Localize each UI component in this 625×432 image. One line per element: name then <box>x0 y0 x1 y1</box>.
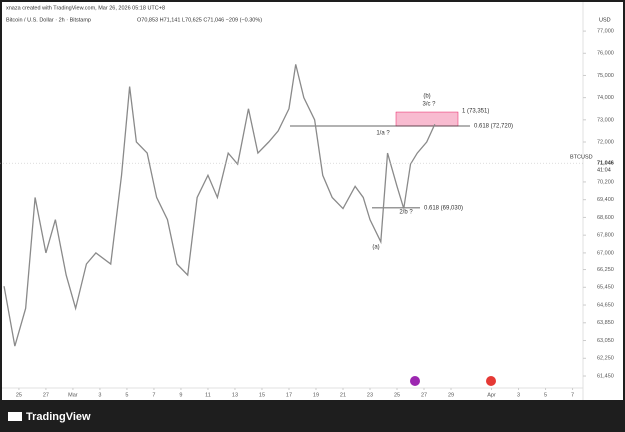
x-tick-label: 5 <box>544 392 547 398</box>
x-tick-label: Apr <box>487 392 496 398</box>
wave-label: 2/b ? <box>399 210 413 216</box>
wave-label: 1/a ? <box>376 131 390 137</box>
x-tick-label: 25 <box>394 392 400 398</box>
x-tick-label: 3 <box>517 392 520 398</box>
y-tick-label: 67,800 <box>597 233 614 239</box>
y-tick-label: 74,000 <box>597 95 614 101</box>
y-tick-label: 63,850 <box>597 320 614 326</box>
y-tick-label: 75,000 <box>597 73 614 79</box>
x-tick-label: 21 <box>340 392 346 398</box>
credit: xnaza created with TradingView.com, Mar … <box>6 5 165 11</box>
x-tick-label: 11 <box>205 392 211 398</box>
level-label: 0.618 (72,720) <box>474 124 513 130</box>
wave-label: (a) <box>372 245 379 251</box>
y-tick-label: 69,400 <box>597 197 614 203</box>
y-tick-label: 61,450 <box>597 373 614 379</box>
y-tick-label: 65,450 <box>597 285 614 291</box>
level-label: 1 (73,351) <box>462 109 489 115</box>
x-tick-label: 27 <box>421 392 427 398</box>
x-tick-label: 5 <box>125 392 128 398</box>
ticker: BTCUSD <box>570 154 593 160</box>
last-price: 71,046 <box>597 161 614 167</box>
target-zone <box>395 111 459 127</box>
ohlc: O70,853 H71,141 L70,625 C71,046 −209 (−0… <box>137 17 262 23</box>
currency: USD <box>599 17 611 23</box>
x-tick-label: 27 <box>43 392 49 398</box>
y-tick-label: 68,600 <box>597 215 614 221</box>
logo-mark <box>8 412 22 421</box>
x-tick-label: 7 <box>152 392 155 398</box>
x-tick-label: 7 <box>571 392 574 398</box>
y-tick-label: 67,000 <box>597 250 614 256</box>
symbol: Bitcoin / U.S. Dollar · 2h · Bitstamp <box>6 17 91 23</box>
wave-label: 3/c ? <box>422 102 436 108</box>
wave-label: (b) <box>423 94 430 100</box>
x-tick-label: 13 <box>232 392 238 398</box>
y-tick-label: 62,250 <box>597 356 614 362</box>
y-tick-label: 76,000 <box>597 51 614 57</box>
y-tick-label: 64,650 <box>597 302 614 308</box>
x-tick-label: Mar <box>68 392 78 398</box>
brand: TradingView <box>26 411 91 423</box>
x-tick-label: 9 <box>179 392 182 398</box>
y-tick-label: 70,200 <box>597 179 614 185</box>
x-tick-label: 23 <box>367 392 373 398</box>
x-tick-label: 19 <box>313 392 319 398</box>
x-tick-label: 15 <box>259 392 265 398</box>
y-tick-label: 63,050 <box>597 338 614 344</box>
countdown: 41:04 <box>597 168 611 174</box>
x-tick-label: 25 <box>16 392 22 398</box>
x-tick-label: 17 <box>286 392 292 398</box>
event-icon[interactable] <box>486 376 496 386</box>
price-line <box>3 64 436 347</box>
chart-area <box>2 2 623 400</box>
y-tick-label: 72,000 <box>597 139 614 145</box>
y-tick-label: 66,250 <box>597 267 614 273</box>
event-icon[interactable] <box>410 376 420 386</box>
y-tick-label: 77,000 <box>597 29 614 35</box>
level-label: 0.618 (69,030) <box>424 205 463 211</box>
x-tick-label: 3 <box>98 392 101 398</box>
y-tick-label: 73,000 <box>597 117 614 123</box>
x-tick-label: 29 <box>448 392 454 398</box>
